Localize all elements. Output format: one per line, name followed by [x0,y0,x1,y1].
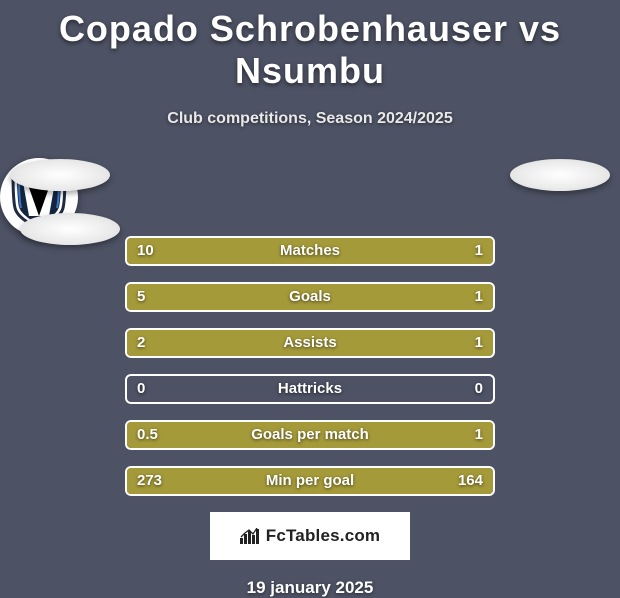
bars-icon [240,528,260,544]
stat-row-hattricks: 0 Hattricks 0 [125,374,495,404]
stat-label: Min per goal [127,468,493,494]
page-subtitle: Club competitions, Season 2024/2025 [0,110,620,128]
stat-label: Matches [127,238,493,264]
stat-label: Hattricks [127,376,493,402]
stat-bars: 10 Matches 1 5 Goals 1 2 Assists 1 0 Hat… [125,236,495,496]
stat-row-min-per-goal: 273 Min per goal 164 [125,466,495,496]
date-label: 19 january 2025 [0,578,620,598]
stat-value-right: 1 [475,284,483,310]
stat-value-right: 1 [475,422,483,448]
stat-value-right: 1 [475,330,483,356]
stat-row-assists: 2 Assists 1 [125,328,495,358]
stat-value-right: 1 [475,238,483,264]
stat-label: Goals [127,284,493,310]
stat-row-matches: 10 Matches 1 [125,236,495,266]
comparison-chart: 10 Matches 1 5 Goals 1 2 Assists 1 0 Hat… [0,158,620,598]
player-badge-left-2 [20,213,120,245]
stat-row-goals: 5 Goals 1 [125,282,495,312]
stat-value-right: 164 [458,468,483,494]
page-title: Copado Schrobenhauser vs Nsumbu [0,0,620,92]
branding-text: FcTables.com [266,526,381,546]
player-badge-right-1 [510,159,610,191]
player-badge-left-1 [10,159,110,191]
stat-label: Goals per match [127,422,493,448]
stat-label: Assists [127,330,493,356]
branding-badge: FcTables.com [210,512,410,560]
stat-row-goals-per-match: 0.5 Goals per match 1 [125,420,495,450]
stat-value-right: 0 [475,376,483,402]
